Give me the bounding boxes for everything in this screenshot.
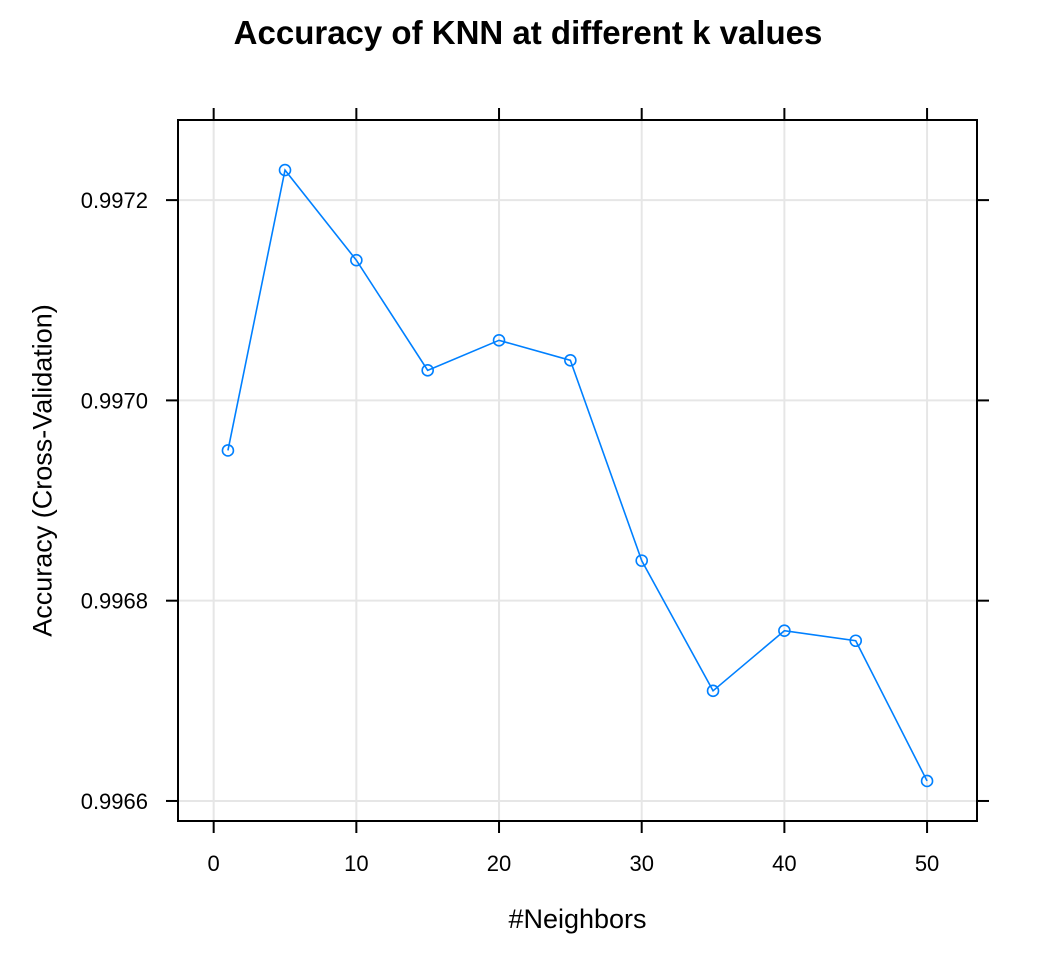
data-point: [421, 364, 434, 377]
y-tick-label: 0.9970: [81, 388, 148, 413]
chart-title: Accuracy of KNN at different k values: [234, 14, 823, 51]
y-tick-label: 0.9972: [81, 188, 148, 213]
data-point: [350, 253, 363, 267]
x-tick-label: 10: [344, 851, 368, 876]
data-point: [920, 774, 934, 788]
data-point: [706, 684, 720, 698]
grid-layer: [178, 120, 977, 821]
data-point: [635, 554, 649, 567]
ticks-layer: 0 10 20 30 40 50 0.9966 0.9968 0.9970 0.9972: [81, 108, 989, 876]
y-axis-label: Accuracy (Cross-Validation): [27, 304, 57, 637]
data-point: [849, 634, 863, 648]
y-tick-label: 0.9966: [81, 789, 148, 814]
data-point: [564, 354, 577, 367]
data-point: [278, 163, 292, 177]
data-point: [221, 444, 235, 457]
data-point: [778, 624, 791, 638]
x-tick-label: 20: [487, 851, 511, 876]
y-tick-label: 0.9968: [81, 589, 148, 614]
x-tick-label: 40: [772, 851, 796, 876]
series-layer: [221, 163, 934, 788]
series-line: [227, 168, 928, 782]
x-axis-label: #Neighbors: [508, 904, 646, 934]
plot-frame: [177, 119, 978, 822]
x-tick-label: 30: [629, 851, 653, 876]
x-tick-label: 50: [915, 851, 939, 876]
x-tick-label: 0: [208, 851, 220, 876]
data-point: [492, 334, 506, 347]
